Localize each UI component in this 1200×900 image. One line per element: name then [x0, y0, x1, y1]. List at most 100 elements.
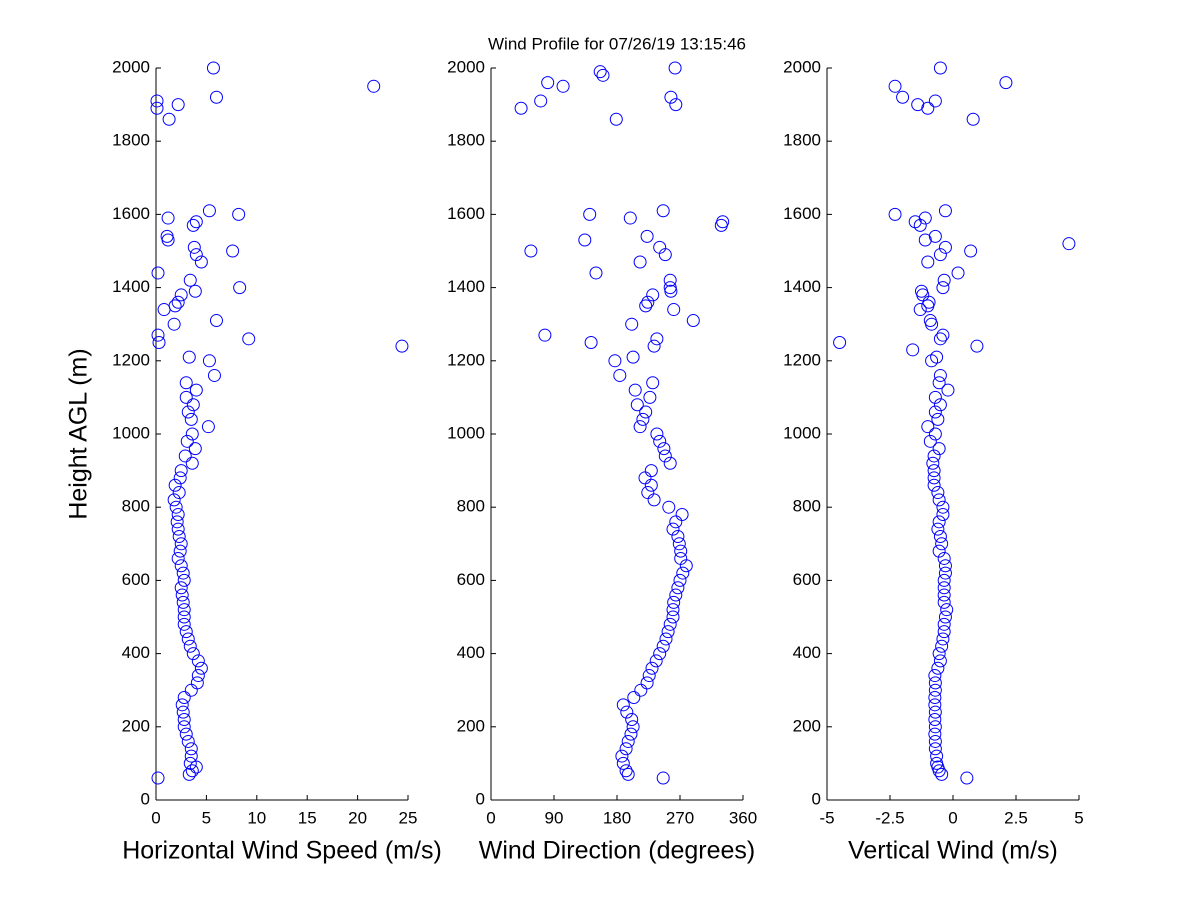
- point: [181, 632, 195, 646]
- point: [933, 529, 947, 543]
- point: [168, 478, 182, 492]
- point: [177, 610, 191, 624]
- point: [937, 581, 951, 595]
- point: [182, 767, 196, 781]
- y-tick-label: 0: [141, 789, 150, 808]
- point: [928, 427, 942, 441]
- point: [659, 632, 673, 646]
- x-tick-label: 2.5: [1004, 808, 1028, 827]
- point: [931, 661, 945, 675]
- point: [609, 112, 623, 126]
- point: [926, 456, 940, 470]
- y-tick-label: 1400: [447, 277, 485, 296]
- point: [936, 500, 950, 514]
- point: [888, 207, 902, 221]
- point: [927, 478, 941, 492]
- point: [923, 314, 937, 328]
- point: [921, 255, 935, 269]
- point: [583, 207, 597, 221]
- point: [653, 647, 667, 661]
- point: [589, 266, 603, 280]
- y-tick-label: 1600: [783, 204, 821, 223]
- point: [999, 76, 1013, 90]
- point: [177, 573, 191, 587]
- point: [653, 434, 667, 448]
- point: [179, 376, 193, 390]
- x-tick-label: 15: [298, 808, 317, 827]
- point: [176, 566, 190, 580]
- point: [524, 244, 538, 258]
- point: [174, 464, 188, 478]
- point: [636, 412, 650, 426]
- point: [666, 603, 680, 617]
- point: [668, 61, 682, 75]
- point: [913, 303, 927, 317]
- point: [662, 500, 676, 514]
- chart-title: Wind Profile for 07/26/19 13:15:46: [488, 34, 746, 53]
- point: [928, 676, 942, 690]
- point: [933, 248, 947, 262]
- point: [179, 625, 193, 639]
- point: [534, 94, 548, 108]
- point: [175, 588, 189, 602]
- point: [936, 508, 950, 522]
- point: [667, 595, 681, 609]
- point: [628, 383, 642, 397]
- point: [937, 573, 951, 587]
- point: [191, 654, 205, 668]
- point: [625, 712, 639, 726]
- point: [663, 273, 677, 287]
- point: [185, 427, 199, 441]
- point: [188, 442, 202, 456]
- x-tick-label: 20: [348, 808, 367, 827]
- point: [663, 617, 677, 631]
- point: [186, 398, 200, 412]
- point: [615, 749, 629, 763]
- point: [928, 712, 942, 726]
- y-tick-label: 1200: [447, 350, 485, 369]
- point: [672, 537, 686, 551]
- point: [168, 299, 182, 313]
- point: [669, 588, 683, 602]
- point: [209, 314, 223, 328]
- point: [181, 734, 195, 748]
- point: [625, 317, 639, 331]
- point: [937, 588, 951, 602]
- point: [647, 339, 661, 353]
- point: [938, 559, 952, 573]
- point: [175, 698, 189, 712]
- point: [921, 420, 935, 434]
- point: [233, 281, 247, 295]
- point: [541, 76, 555, 90]
- point: [928, 742, 942, 756]
- point: [911, 98, 925, 112]
- point: [202, 204, 216, 218]
- point: [663, 456, 677, 470]
- point: [656, 771, 670, 785]
- point: [932, 515, 946, 529]
- point: [620, 705, 634, 719]
- point: [658, 449, 672, 463]
- x-tick-label: 270: [666, 808, 694, 827]
- point: [664, 90, 678, 104]
- y-tick-label: 400: [122, 643, 150, 662]
- y-tick-label: 2000: [783, 57, 821, 76]
- point: [171, 98, 185, 112]
- point: [932, 442, 946, 456]
- point: [626, 350, 640, 364]
- y-axis-label: Height AGL (m): [65, 348, 93, 519]
- y-tick-label: 1400: [112, 277, 150, 296]
- y-tick-label: 1800: [112, 131, 150, 150]
- x-tick-label: 25: [399, 808, 418, 827]
- point: [673, 573, 687, 587]
- point: [189, 248, 203, 262]
- point: [626, 720, 640, 734]
- point: [177, 720, 191, 734]
- point: [593, 65, 607, 79]
- point: [179, 390, 193, 404]
- point: [663, 281, 677, 295]
- point: [171, 508, 185, 522]
- point: [932, 493, 946, 507]
- point: [616, 698, 630, 712]
- point: [616, 756, 630, 770]
